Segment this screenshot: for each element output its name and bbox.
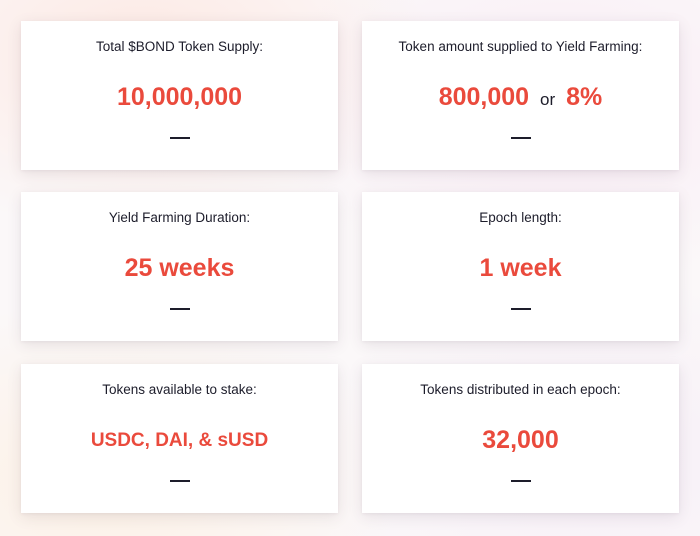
divider-dash <box>510 480 531 482</box>
card-value: 10,000,000 <box>116 83 243 111</box>
card-tokens-per-epoch: Tokens distributed in each epoch: 32,000 <box>362 364 679 513</box>
card-label: Total $BOND Token Supply: <box>95 39 264 54</box>
divider-dash <box>510 137 531 139</box>
divider-dash <box>510 308 531 310</box>
card-label: Tokens distributed in each epoch: <box>420 382 621 397</box>
card-label: Token amount supplied to Yield Farming: <box>398 39 643 54</box>
divider-dash <box>169 137 190 139</box>
card-yield-farming-supply: Token amount supplied to Yield Farming: … <box>362 21 679 170</box>
card-epoch-length: Epoch length: 1 week <box>362 192 679 341</box>
card-yield-farming-duration: Yield Farming Duration: 25 weeks <box>21 192 338 341</box>
card-label: Epoch length: <box>479 210 562 225</box>
card-tokens-to-stake: Tokens available to stake: USDC, DAI, & … <box>21 364 338 513</box>
card-value: 32,000 <box>482 426 559 454</box>
card-value: USDC, DAI, & sUSD <box>90 430 269 451</box>
card-label: Yield Farming Duration: <box>108 210 251 225</box>
card-value: 800,000 or 8% <box>362 83 679 112</box>
card-value-alt: 8% <box>566 83 603 111</box>
card-value-main: 800,000 <box>438 83 530 111</box>
card-value-joiner: or <box>540 90 556 109</box>
divider-dash <box>169 480 190 482</box>
card-label: Tokens available to stake: <box>102 382 257 397</box>
divider-dash <box>169 308 190 310</box>
card-value: 1 week <box>479 254 562 282</box>
card-value: 25 weeks <box>124 254 235 282</box>
card-total-supply: Total $BOND Token Supply: 10,000,000 <box>21 21 338 170</box>
